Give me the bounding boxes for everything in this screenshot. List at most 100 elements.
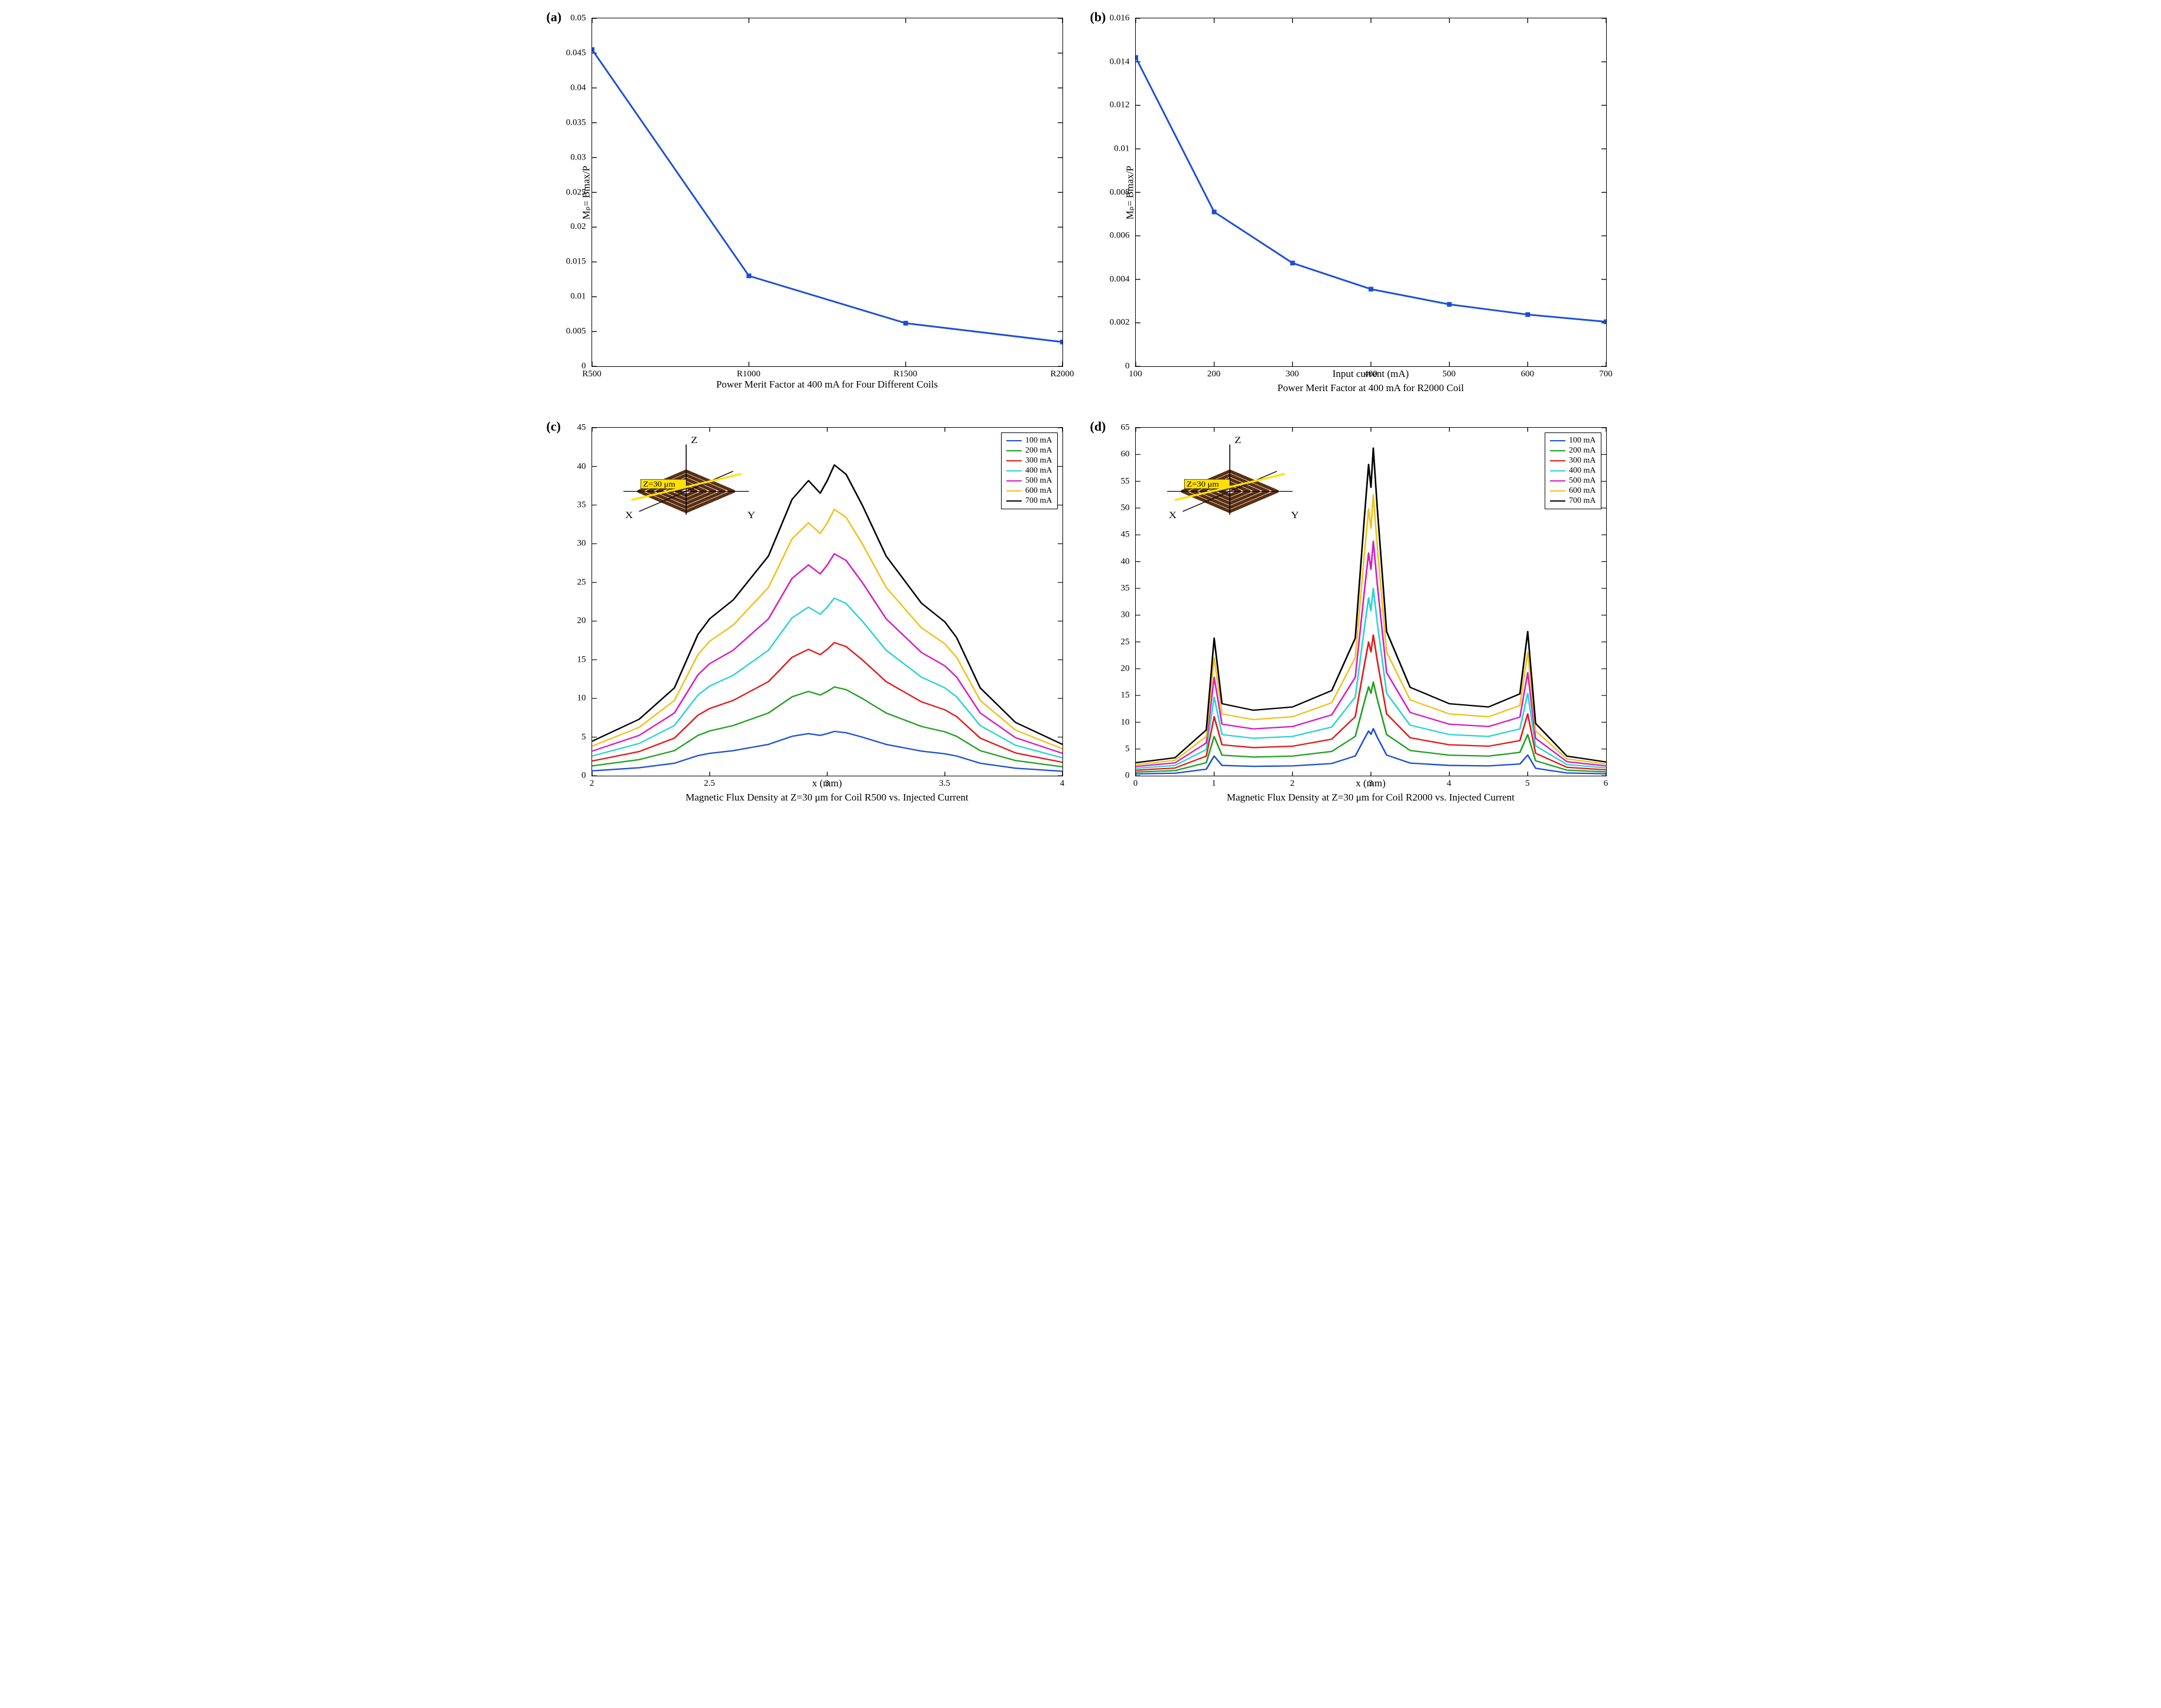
ytick: 50	[1121, 503, 1130, 513]
legend-swatch	[1006, 500, 1022, 502]
ytick: 5	[581, 732, 586, 742]
ytick: 0.045	[566, 48, 586, 58]
panel-c-plot-wrap: Magnetic flux density (mT) XYZZ=30 μm100…	[592, 427, 1063, 776]
panel-d-plot-wrap: Magnetic flux density (mT) XYZZ=30 μm100…	[1135, 427, 1607, 776]
ytick: 10	[577, 694, 586, 704]
legend-label: 400 mA	[1569, 466, 1596, 476]
xtick: 500	[1442, 369, 1456, 379]
panel-c-xlabel: x (mm)	[812, 777, 842, 789]
legend-item: 100 mA	[1006, 436, 1052, 445]
xtick: R1000	[737, 369, 761, 379]
xtick: 100	[1129, 369, 1142, 379]
panel-a: (a) Mₚ= Bmax/P R500R1000R1500R200000.005…	[549, 12, 1069, 404]
legend-item: 200 mA	[1006, 446, 1052, 456]
panel-b-axes: 10020030040050060070000.0020.0040.0060.0…	[1135, 18, 1607, 367]
legend-label: 500 mA	[1025, 476, 1052, 486]
legend-swatch	[1006, 440, 1022, 441]
panel-b-xlabel: Input current (mA)	[1333, 368, 1409, 380]
ytick: 30	[1121, 610, 1130, 620]
ytick: 0.025	[566, 187, 586, 197]
legend: 100 mA200 mA300 mA400 mA500 mA600 mA700 …	[1545, 432, 1601, 509]
svg-text:X: X	[1168, 510, 1177, 520]
ytick: 0.014	[1110, 57, 1130, 67]
ytick: 25	[577, 577, 586, 587]
legend-swatch	[1006, 490, 1022, 492]
legend-item: 700 mA	[1550, 496, 1596, 506]
panel-b-plot-wrap: Mₚ= Bmax/P 10020030040050060070000.0020.…	[1135, 18, 1607, 367]
legend-swatch	[1550, 490, 1565, 492]
ytick: 5	[1125, 744, 1130, 754]
ytick: 0	[581, 771, 586, 781]
legend-item: 600 mA	[1006, 486, 1052, 496]
ytick: 0.005	[566, 327, 586, 337]
legend-item: 600 mA	[1550, 486, 1596, 496]
ytick: 0.016	[1110, 14, 1130, 24]
svg-text:Y: Y	[747, 510, 755, 520]
svg-text:Z: Z	[691, 435, 697, 445]
legend-label: 300 mA	[1569, 456, 1596, 466]
svg-text:Z=30 μm: Z=30 μm	[643, 480, 675, 489]
ytick: 0.008	[1110, 187, 1130, 197]
legend-item: 500 mA	[1006, 476, 1052, 486]
ytick: 30	[577, 539, 586, 549]
xtick: 1	[1211, 779, 1216, 789]
xtick: 6	[1604, 779, 1608, 789]
panel-c-axes: X Y Z Z=30 μm 100 mA200 mA300 mA400 mA500 mA…	[592, 427, 1063, 776]
ytick: 0.015	[566, 257, 586, 267]
svg-text:X: X	[625, 510, 633, 520]
legend-item: 400 mA	[1550, 466, 1596, 476]
ytick: 20	[577, 616, 586, 626]
ytick: 0.02	[570, 222, 586, 232]
legend-label: 500 mA	[1569, 476, 1596, 486]
ytick: 25	[1121, 637, 1130, 647]
ytick: 0.01	[1114, 144, 1129, 154]
svg-text:Z=30 μm: Z=30 μm	[1187, 480, 1219, 489]
xtick: 700	[1599, 369, 1613, 379]
legend-label: 600 mA	[1569, 486, 1596, 496]
panel-a-label: (a)	[547, 9, 562, 25]
panel-d-xlabel: x (mm)	[1356, 777, 1386, 789]
ytick: 40	[577, 461, 586, 471]
ytick: 0.006	[1110, 231, 1130, 241]
ytick: 40	[1121, 557, 1130, 567]
legend-label: 300 mA	[1025, 456, 1052, 466]
legend-swatch	[1006, 460, 1022, 461]
ytick: 15	[1121, 691, 1130, 701]
legend-label: 100 mA	[1025, 436, 1052, 445]
legend-item: 100 mA	[1550, 436, 1596, 445]
panel-a-caption: Power Merit Factor at 400 mA for Four Di…	[716, 379, 938, 391]
xtick: 4	[1447, 779, 1451, 789]
legend-label: 200 mA	[1025, 446, 1052, 456]
ytick: 20	[1121, 663, 1130, 674]
legend-swatch	[1550, 500, 1565, 502]
ytick: 0.01	[570, 292, 586, 302]
legend-swatch	[1550, 440, 1565, 441]
legend-item: 700 mA	[1006, 496, 1052, 506]
ytick: 0.03	[570, 152, 586, 162]
panel-d: (d) Magnetic flux density (mT) XYZZ=30 μ…	[1093, 421, 1613, 813]
ytick: 0	[581, 362, 586, 372]
legend-item: 400 mA	[1006, 466, 1052, 476]
ytick: 0.004	[1110, 274, 1130, 284]
panel-c-caption: Magnetic Flux Density at Z=30 μm for Coi…	[685, 792, 969, 803]
legend-label: 700 mA	[1025, 496, 1052, 506]
panel-b-label: (b)	[1090, 9, 1106, 25]
legend-swatch	[1006, 450, 1022, 451]
svg-text:Z: Z	[1234, 435, 1241, 445]
panel-a-axes: R500R1000R1500R200000.0050.010.0150.020.…	[592, 18, 1063, 367]
panel-d-label: (d)	[1090, 419, 1106, 434]
ytick: 0.012	[1110, 100, 1130, 110]
ytick: 10	[1121, 717, 1130, 727]
panel-c: (c) Magnetic flux density (mT) XYZZ=30 μ…	[549, 421, 1069, 813]
ytick: 45	[577, 423, 586, 433]
legend-item: 200 mA	[1550, 446, 1596, 456]
legend-item: 500 mA	[1550, 476, 1596, 486]
panel-d-caption: Magnetic Flux Density at Z=30 μm for Coi…	[1227, 792, 1515, 803]
legend-label: 400 mA	[1025, 466, 1052, 476]
xtick: 0	[1133, 779, 1138, 789]
ytick: 0	[1125, 362, 1130, 372]
xtick: 2	[590, 779, 594, 789]
panel-a-plot-wrap: Mₚ= Bmax/P R500R1000R1500R200000.0050.01…	[592, 18, 1063, 367]
ytick: 35	[1121, 584, 1130, 594]
legend-item: 300 mA	[1550, 456, 1596, 466]
